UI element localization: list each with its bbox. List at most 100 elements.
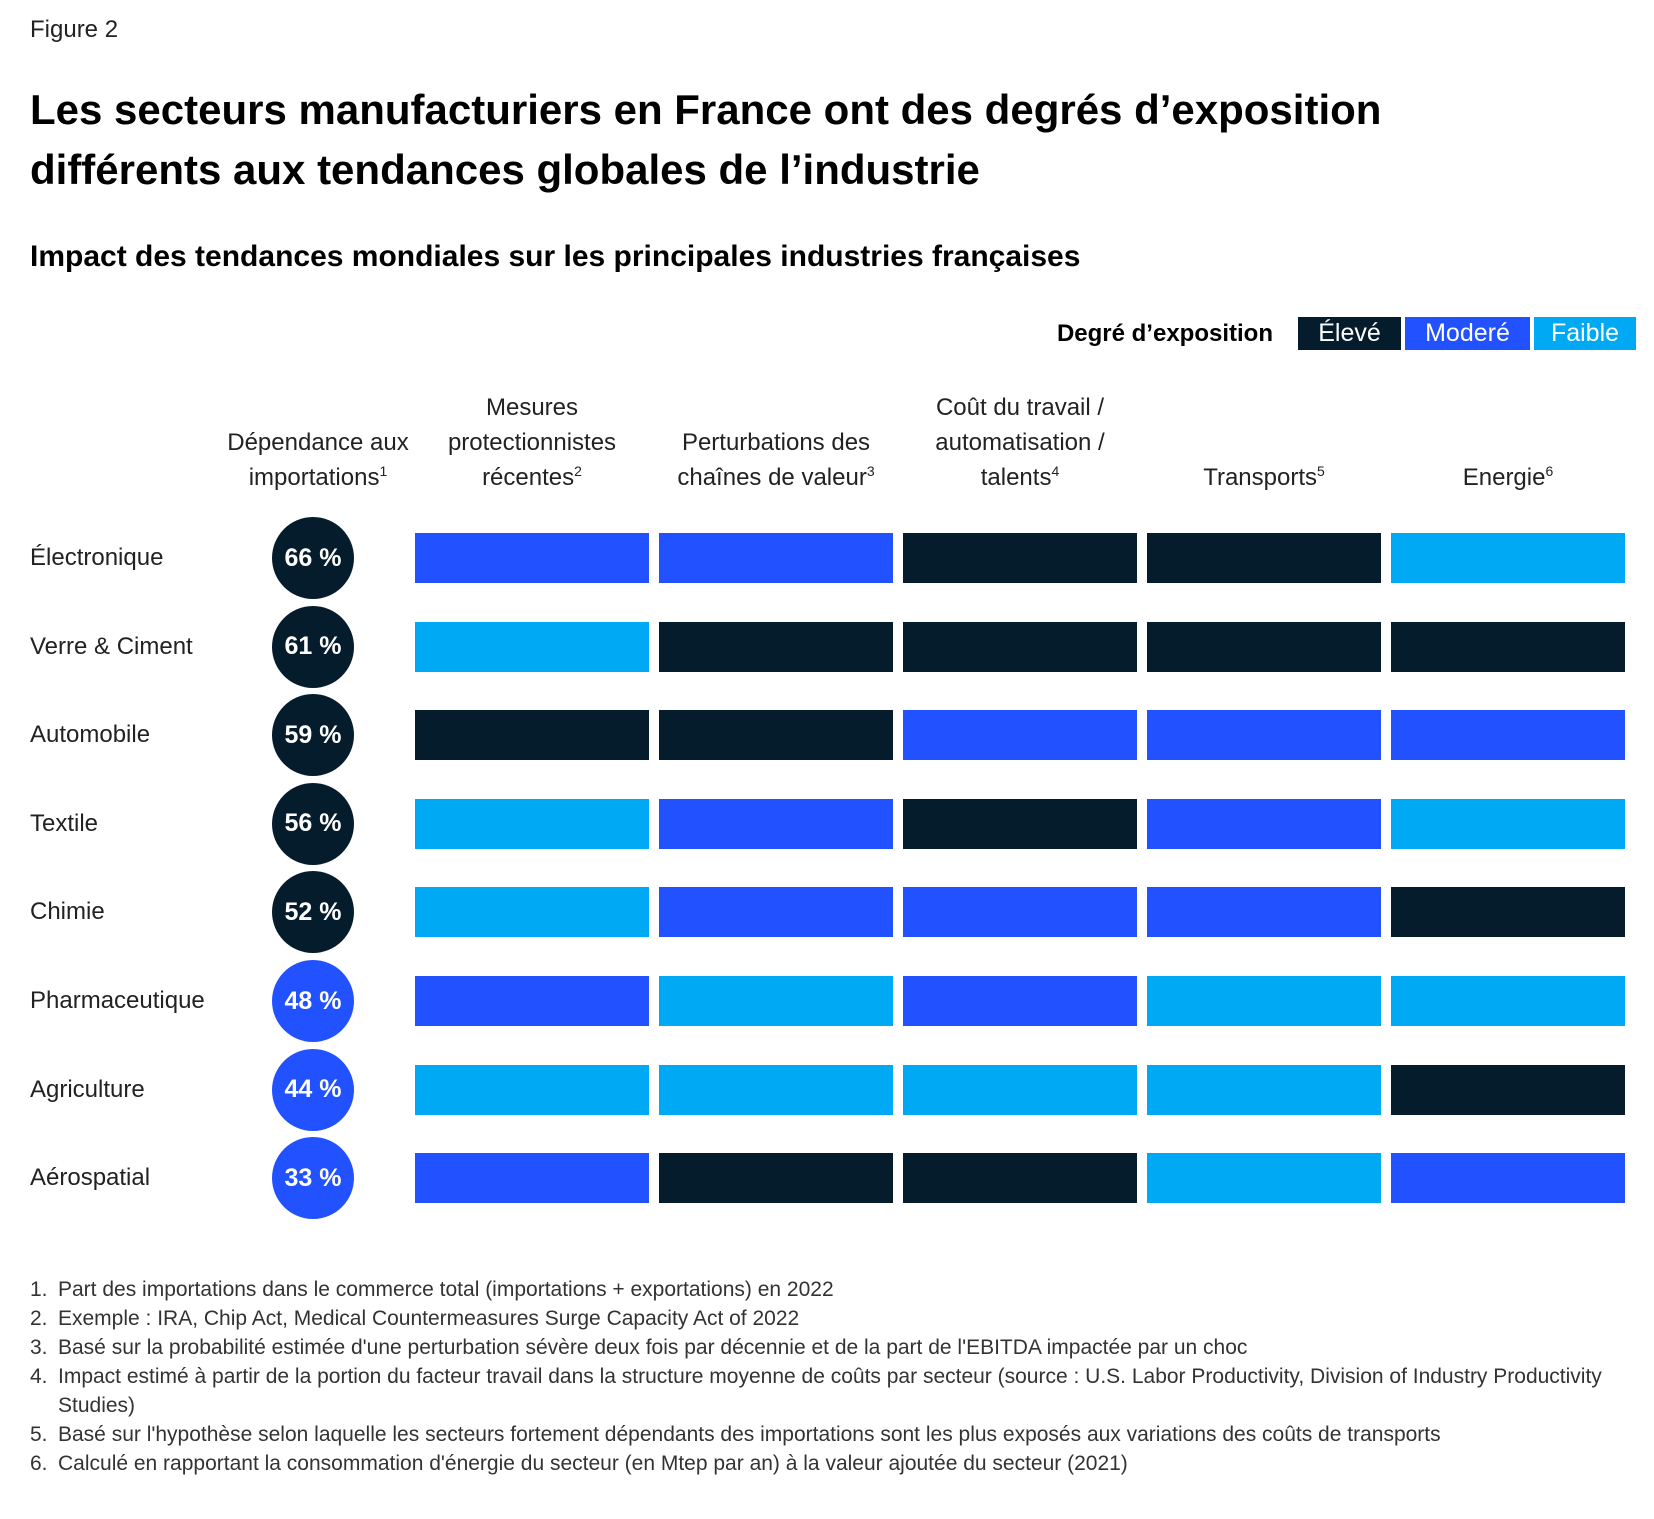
- legend-item-modere: Moderé: [1405, 317, 1530, 350]
- legend-title: Degré d’exposition: [1056, 319, 1273, 347]
- exposure-cell: [1147, 887, 1381, 938]
- legend-item-eleve: Élevé: [1298, 317, 1401, 350]
- exposure-cell: [415, 798, 649, 849]
- exposure-cell: [1391, 798, 1625, 849]
- footnote: 6. Calculé en rapportant la consommation …: [30, 1449, 1620, 1478]
- chart-subtitle: Impact des tendances mondiales sur les p…: [30, 240, 1081, 273]
- row-label: Verre & Ciment: [30, 632, 193, 660]
- exposure-cell: [415, 887, 649, 938]
- exposure-cell: [659, 533, 893, 583]
- row-label: Automobile: [30, 721, 151, 749]
- footnote-marker: 1: [379, 463, 388, 479]
- column-header-label: Perturbations des chaînes de valeur3: [677, 429, 875, 491]
- exposure-cell: [903, 798, 1137, 849]
- legend-item-faible: Faible: [1534, 317, 1636, 350]
- import-dependence-circle: 56 %: [272, 782, 354, 865]
- footnote: 1. Part des importations dans le commerce…: [30, 1275, 1620, 1304]
- column-header-label: Mesures protectionnistes récentes2: [447, 394, 617, 491]
- column-header-label: Energie6: [1462, 463, 1554, 491]
- row-label: Aérospatial: [30, 1164, 151, 1192]
- exposure-cell: [659, 1064, 893, 1115]
- column-header-label: Coût du travail / automatisation / talen…: [935, 394, 1105, 491]
- row-label: Chimie: [30, 898, 105, 926]
- row-label: Textile: [30, 809, 99, 837]
- exposure-cell: [1391, 887, 1625, 938]
- exposure-cell: [659, 1153, 893, 1204]
- footnote-number: 5.: [30, 1423, 48, 1446]
- exposure-cell: [415, 1064, 649, 1115]
- footnote-number: 3.: [30, 1336, 48, 1359]
- footnote-marker: 2: [574, 463, 582, 479]
- exposure-cell: [1147, 976, 1381, 1026]
- footnote-number: 6.: [30, 1452, 48, 1475]
- exposure-cell: [1147, 798, 1381, 849]
- column-header-4: Coût du travail / automatisation / talen…: [900, 394, 1140, 495]
- exposure-cell: [1147, 710, 1381, 761]
- footnote-marker: 6: [1545, 463, 1554, 479]
- exposure-cell: [415, 1153, 649, 1204]
- chart-title-line-2: différents aux tendances globales de l’i…: [30, 146, 980, 193]
- footnote-text: Basé sur l'hypothèse selon laquelle les …: [58, 1423, 1441, 1446]
- exposure-cell: [903, 976, 1137, 1026]
- exposure-cell: [415, 976, 649, 1026]
- column-header-5: Transports5: [1144, 395, 1384, 495]
- footnote-marker: 3: [866, 463, 875, 479]
- footnote-text: Basé sur la probabilité estimée d'une pe…: [58, 1336, 1248, 1359]
- exposure-cell: [903, 710, 1137, 761]
- import-dependence-circle: 48 %: [272, 960, 354, 1042]
- footnote-number: 4.: [30, 1365, 48, 1388]
- footnote-number: 1.: [30, 1278, 48, 1301]
- column-header-2: Mesures protectionnistes récentes2: [432, 394, 632, 495]
- figure-label: Figure 2: [30, 16, 119, 43]
- import-dependence-circle: 59 %: [272, 694, 354, 777]
- exposure-cell: [1391, 1064, 1625, 1115]
- footnote-text: Exemple : IRA, Chip Act, Medical Counter…: [58, 1307, 800, 1330]
- footnote: 3. Basé sur la probabilité estimée d'une …: [30, 1333, 1620, 1362]
- column-header-1: Dépendance aux importations1: [213, 395, 423, 495]
- exposure-cell: [903, 1064, 1137, 1115]
- footnotes: 1. Part des importations dans le commerce…: [30, 1275, 1620, 1478]
- import-dependence-circle: 52 %: [272, 871, 354, 954]
- column-header-label: Dépendance aux importations1: [227, 429, 409, 491]
- footnote-number: 2.: [30, 1307, 48, 1330]
- exposure-cell: [1147, 1153, 1381, 1204]
- footnote-text: Part des importations dans le commerce t…: [58, 1278, 834, 1301]
- import-dependence-circle: 61 %: [272, 605, 354, 688]
- chart-title: Les secteurs manufacturiers en France on…: [30, 80, 1570, 200]
- exposure-cell: [1147, 533, 1381, 583]
- exposure-cell: [903, 533, 1137, 583]
- exposure-cell: [903, 1153, 1137, 1204]
- exposure-cell: [1147, 1064, 1381, 1115]
- column-header-6: Energie6: [1388, 395, 1628, 495]
- exposure-cell: [659, 710, 893, 761]
- exposure-cell: [415, 621, 649, 672]
- row-label: Électronique: [30, 544, 164, 571]
- exposure-cell: [659, 976, 893, 1026]
- exposure-cell: [415, 533, 649, 583]
- footnote: 4. Impact estimé à partir de la portion d…: [30, 1362, 1620, 1420]
- import-dependence-circle: 66 %: [272, 517, 354, 599]
- exposure-cell: [659, 621, 893, 672]
- exposure-cell: [415, 710, 649, 761]
- exposure-cell: [1391, 533, 1625, 583]
- footnote: 2. Exemple : IRA, Chip Act, Medical Count…: [30, 1304, 1620, 1333]
- exposure-cell: [903, 887, 1137, 938]
- column-header-3: Perturbations des chaînes de valeur3: [656, 395, 896, 495]
- exposure-cell: [1391, 621, 1625, 672]
- row-label: Pharmaceutique: [30, 987, 205, 1014]
- footnote-text: Calculé en rapportant la consommation d'…: [58, 1452, 1128, 1475]
- exposure-cell: [659, 798, 893, 849]
- footnote-text: Impact estimé à partir de la portion du …: [58, 1365, 1602, 1417]
- footnote-marker: 4: [1051, 463, 1060, 479]
- legend: Degré d’exposition Élevé Moderé Faible: [1057, 317, 1636, 350]
- footnote: 5. Basé sur l'hypothèse selon laquelle le…: [30, 1420, 1620, 1449]
- footnote-marker: 5: [1317, 463, 1325, 479]
- exposure-cell: [1391, 710, 1625, 761]
- exposure-cell: [659, 887, 893, 938]
- exposure-cell: [903, 621, 1137, 672]
- import-dependence-circle: 33 %: [272, 1137, 354, 1220]
- exposure-cell: [1147, 621, 1381, 672]
- chart-title-line-1: Les secteurs manufacturiers en France on…: [30, 86, 1382, 133]
- column-header-label: Transports5: [1203, 463, 1325, 491]
- row-label: Agriculture: [30, 1075, 145, 1103]
